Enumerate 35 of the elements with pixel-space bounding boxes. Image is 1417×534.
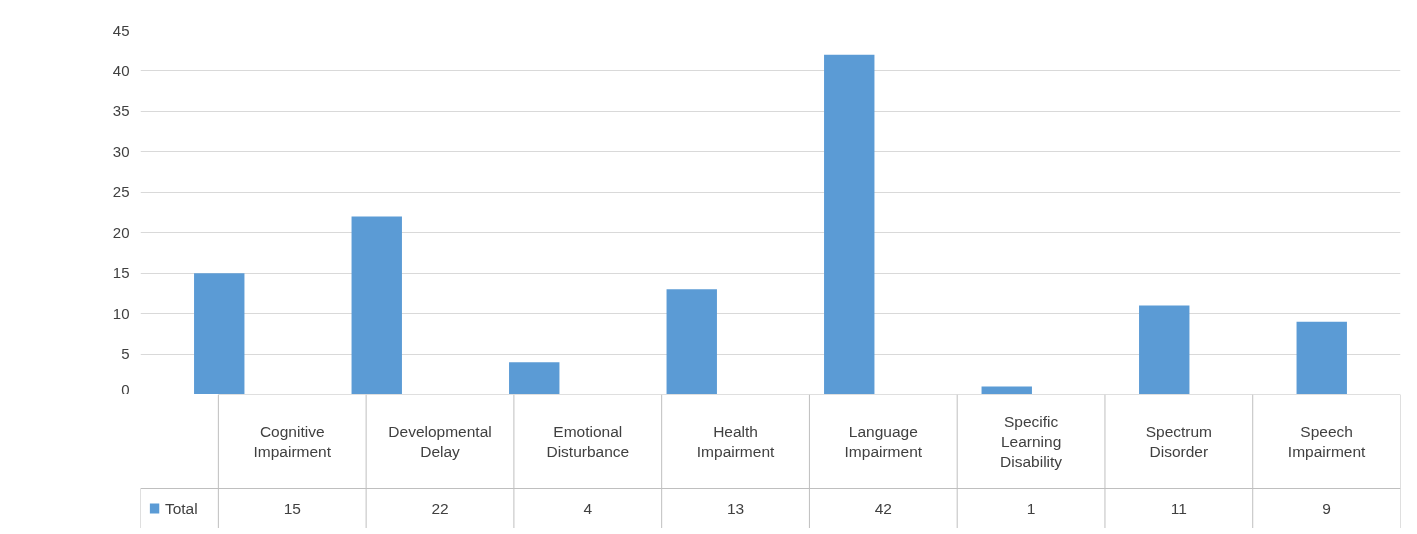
- data-label: 22: [431, 499, 449, 517]
- x-tick-label: Language Impairment: [844, 423, 923, 460]
- legend-label: Total: [164, 500, 198, 517]
- data-label: 42: [874, 499, 892, 517]
- x-tick-label: Cognitive Impairment: [253, 423, 332, 460]
- y-tick-label: 30: [112, 142, 130, 160]
- bar: [666, 289, 717, 394]
- y-tick-label: 20: [112, 223, 130, 241]
- data-label: 1: [1026, 499, 1036, 517]
- data-label: 13: [726, 499, 745, 517]
- y-tick-label: 5: [121, 345, 130, 363]
- bar: [981, 386, 1032, 394]
- x-tick-label: Speech Impairment: [1287, 423, 1367, 460]
- data-label: 4: [583, 499, 593, 517]
- y-tick-label: 10: [112, 304, 130, 322]
- x-tick-label: Developmental Delay: [388, 423, 492, 460]
- data-label: 11: [1170, 499, 1187, 517]
- bar: [509, 362, 560, 394]
- bar: [351, 216, 402, 394]
- bar: [1296, 321, 1347, 394]
- y-tick-label: 25: [112, 183, 130, 201]
- data-label: 9: [1322, 499, 1331, 517]
- bar: [824, 54, 875, 394]
- bar: [194, 273, 245, 394]
- y-tick-label: 35: [112, 102, 130, 120]
- x-tick-label: Specific Learning Disability: [1000, 413, 1063, 470]
- y-tick-label: 15: [112, 264, 130, 282]
- y-tick-label: 45: [112, 21, 130, 39]
- x-tick-label: Spectrum Disorder: [1145, 423, 1213, 460]
- y-tick-label: 0: [121, 380, 130, 398]
- y-tick-label: 40: [112, 61, 130, 79]
- x-tick-label: Health Impairment: [696, 423, 776, 460]
- x-tick-label: Emotional Disturbance: [546, 423, 630, 460]
- data-label: 15: [283, 499, 301, 517]
- bar: [1139, 305, 1190, 394]
